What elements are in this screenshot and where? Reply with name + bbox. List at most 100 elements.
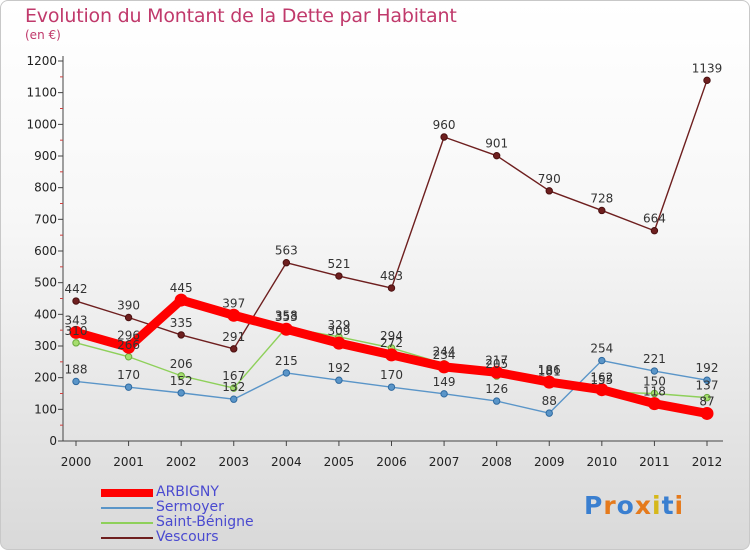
data-point-arbigny [332,336,346,350]
data-label-saint-benigne: 358 [275,309,298,323]
logo-letter: x [634,491,652,520]
data-point-sermoyer [703,376,711,384]
data-label-vescours: 291 [222,330,245,344]
data-point-arbigny [174,293,188,307]
data-label-arbigny: 296 [117,328,140,342]
data-label-saint-benigne: 329 [327,318,350,332]
data-point-vescours [124,313,133,322]
legend-swatch-saint-benigne [101,522,153,524]
x-tick-label: 2006 [376,455,407,469]
legend-label-vescours: Vescours [156,529,219,545]
data-point-vescours [335,272,343,280]
y-tick-label: 1000 [26,117,57,131]
legend-swatch-arbigny [101,489,153,497]
data-point-sermoyer [598,356,606,365]
series-sermoyer [72,356,711,417]
data-point-sermoyer [177,389,185,397]
data-point-vescours [72,297,80,305]
data-point-saint-benigne [650,389,659,398]
data-label-sermoyer: 192 [327,361,350,375]
data-labels-layer: 442 390 335 291 563 521 483 960 901 790 728 664 1139… [65,61,723,408]
data-label-arbigny: 234 [433,348,456,362]
data-label-sermoyer: 221 [643,352,666,366]
y-tick-label: 400 [34,307,57,321]
data-point-arbigny [122,340,136,354]
data-label-arbigny: 353 [275,310,298,324]
data-point-sermoyer [492,397,501,405]
series-vescours [72,76,711,353]
x-tick-label: 2012 [692,455,723,469]
y-tick-label: 0 [49,434,57,448]
data-point-saint-benigne [230,384,238,392]
series-layer [69,76,714,420]
legend-swatch-vescours [101,537,153,539]
data-label-arbigny: 87 [699,394,714,408]
data-label-vescours: 901 [485,137,508,151]
data-label-saint-benigne: 205 [485,357,508,371]
data-label-sermoyer: 188 [65,362,88,376]
y-tick-label: 200 [34,371,57,385]
x-tick-label: 2010 [587,455,618,469]
data-point-arbigny [69,325,83,339]
data-label-arbigny: 217 [485,353,508,367]
data-label-vescours: 728 [590,191,613,205]
data-point-arbigny [437,360,451,374]
data-label-vescours: 563 [275,244,298,258]
legend-label-arbigny: ARBIGNY [156,484,219,500]
x-tick-label: 2011 [639,455,670,469]
data-label-saint-benigne: 244 [433,345,456,359]
data-label-arbigny: 118 [643,385,666,399]
data-label-vescours: 790 [538,172,561,186]
data-point-arbigny [385,348,398,362]
legend-label-sermoyer: Sermoyer [156,499,224,515]
data-point-vescours [387,284,396,292]
data-point-arbigny [595,383,609,397]
y-tick-label: 500 [34,276,57,290]
data-label-arbigny: 309 [327,324,350,338]
data-label-vescours: 960 [433,118,456,132]
x-tick-label: 2002 [166,455,197,469]
y-tick-label: 300 [34,339,57,353]
data-label-vescours: 335 [170,316,193,330]
x-tick-label: 2007 [429,455,460,469]
data-point-saint-benigne [72,339,80,347]
x-tick-label: 2008 [481,455,512,469]
data-point-vescours [598,206,606,215]
data-label-saint-benigne: 294 [380,329,403,343]
data-point-sermoyer [650,367,659,375]
data-label-sermoyer: 192 [696,361,719,375]
logo-letter: o [616,491,635,520]
data-point-arbigny [542,375,556,389]
y-tick-label: 1100 [26,86,57,100]
data-label-saint-benigne: 266 [117,338,140,352]
data-label-sermoyer: 170 [117,368,140,382]
logo-letter: i [674,491,685,520]
data-label-saint-benigne: 137 [696,379,719,393]
data-label-saint-benigne: 167 [222,369,245,383]
data-label-arbigny: 272 [380,336,403,350]
data-label-arbigny: 397 [222,296,245,310]
data-label-vescours: 442 [65,282,88,296]
data-label-sermoyer: 132 [222,380,245,394]
data-point-arbigny [490,365,504,379]
data-point-vescours [282,259,291,267]
data-point-saint-benigne [703,393,711,402]
data-point-vescours [545,187,553,195]
legend-item-saint-benigne: Saint-Bénigne [101,514,361,530]
x-tick-label: 2001 [113,455,144,469]
logo-letter: t [661,491,675,520]
x-tick-label: 2009 [534,455,565,469]
y-tick-label: 100 [34,402,57,416]
data-label-saint-benigne: 181 [538,365,561,379]
data-point-sermoyer [282,369,291,377]
data-label-sermoyer: 149 [433,375,456,389]
chart-title: Evolution du Montant de la Dette par Hab… [25,5,457,27]
data-label-vescours: 1139 [692,61,723,75]
data-point-arbigny [279,322,293,336]
legend-label-saint-benigne: Saint-Bénigne [156,514,254,530]
data-label-arbigny: 162 [590,371,613,385]
x-tick-label: 2005 [324,455,355,469]
data-label-vescours: 390 [117,299,140,313]
data-label-saint-benigne: 155 [590,373,613,387]
